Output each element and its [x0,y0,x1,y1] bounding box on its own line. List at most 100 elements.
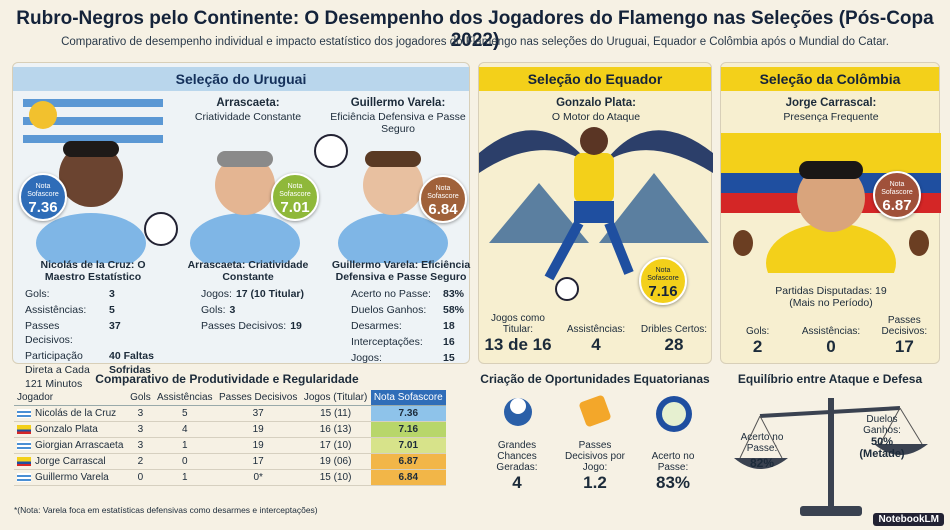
table-cell: 1 [153,437,216,454]
stat-value: 40 Faltas Sofridas [109,350,154,376]
player-caption: Nicolás de la Cruz: O Maestro Estatístic… [40,259,146,283]
table-cell: 3 [127,437,154,454]
column-header: Jogos (Titular) [300,390,371,406]
player-heading: Arrascaeta: [216,97,280,109]
table-cell: 0 [127,469,154,486]
badge-label: Nota Sofascore [27,183,59,198]
badge-label: Nota Sofascore [427,185,459,200]
stat-label: Gols: [25,288,50,300]
header-row: Jogador Gols Assistências Passes Decisivos J… [14,390,446,406]
stat-column: Assistências: 4 [557,313,635,355]
stat-column: Acerto no Passe: 83% [634,440,712,493]
table-cell: Guillermo Varela [14,469,128,486]
badge-value: 6.87 [882,197,912,214]
column-header: Nota Sofascore [370,390,446,406]
stat-label: Dribles Certos: [640,324,708,335]
stat-row: Duelos Ganhos: 58% [351,303,471,317]
panel-title: Seleção do Equador [479,67,711,91]
badge-label: Nota Sofascore [279,183,311,198]
colombia-panel: Seleção da Colômbia Jorge Carrascal: Pre… [720,62,941,364]
badge-value: 6.84 [428,201,458,218]
player-caption: Guillermo Varela: Eficiência Defensiva e… [331,259,471,283]
stat-label: Duelos Ganhos: [351,304,427,316]
stat-label: Passes Decisivos: [881,315,928,337]
stat-column: Assistências: 0 [794,315,867,357]
stat-value: 5 [109,304,115,316]
table-cell: 15 (10) [300,469,371,486]
table-cell: 0* [215,469,301,486]
stat-label: Assistências: [566,324,626,335]
balance-value: 82% [749,456,775,470]
stat-value: 4 [512,473,522,492]
stat-value: 17 (10 Titular) [235,288,305,300]
player-caption: Arrascaeta: Criatividade Constante [187,259,309,283]
table-cell: 2 [127,453,154,470]
stat-column: Passes Decisivos: 17 [868,315,941,357]
table-cell: 7.16 [370,421,446,438]
table-row: Gonzalo Plata 3 4 19 16 (13) 7.16 [14,421,446,438]
player-heading: Gonzalo Plata: [556,97,636,109]
player-heading: Guillermo Varela: [350,97,446,109]
column-header: Assistências [153,390,216,406]
player-name: Guillermo Varela [35,472,109,483]
table-cell: 6.87 [370,453,446,470]
title: Rubro-Negros pelo Continente: O Desempen… [16,8,934,51]
player-subheading: Criatividade Constante [194,111,302,123]
player-subheading: O Motor do Ataque [551,111,641,123]
flag [17,424,31,434]
player-subheading: Presença Frequente [783,111,879,123]
table-cell: Nicolás de la Cruz [14,405,128,422]
stat-value: 18 [443,320,455,332]
badge-value: 7.16 [648,283,678,300]
stat-row: Jogos: 15 [351,351,471,365]
stat-label: Desarmes: [351,320,402,332]
column-header: Jogador [14,390,128,406]
icons [504,395,692,432]
table-cell: 7.01 [370,437,446,454]
stat-value: 3 [109,288,115,300]
flag [17,440,31,450]
stat-column: Dribles Certos: 28 [635,313,713,355]
table-cell: 5 [153,405,216,422]
stat-row: Desarmes: 18 [351,319,471,333]
stat-value: 13 de 16 [484,335,552,354]
stat-value: 3 [229,304,236,316]
table-cell: 16 (13) [300,421,371,438]
stat-label: Participação Direta a Cada 121 Minutos [25,350,90,390]
panel-title: Seleção do Uruguai [13,67,469,91]
table-row: Jorge Carrascal 2 0 17 19 (06) 6.87 [14,453,446,470]
stat-row: Gols: 3 [201,303,331,317]
column-header: Passes Decisivos [215,390,301,406]
stat-list: Gols: 3 Assistências: 5 Passes Decisivos: 37 P… [25,287,170,393]
stat-label: Acerto no Passe: [351,288,431,300]
section-title: Equilíbrio entre Ataque e Defesa [737,372,923,386]
stat-value: 83% [443,288,465,300]
stat-value: 2 [752,337,763,356]
badge-label: Nota Sofascore [647,267,679,282]
illustration [479,127,713,301]
stat-label: Acerto no Passe: [651,451,695,473]
comparison-table: Jogador Gols Assistências Passes Decisivos J… [14,390,446,486]
stat-value: 28 [664,335,684,354]
stat-label: Jogos: [351,352,382,364]
player-name: Gonzalo Plata [35,424,98,435]
panel-title: Seleção da Colômbia [721,67,939,91]
player-name: Nicolás de la Cruz [35,408,117,419]
stat-label: Gols: [745,326,770,337]
table-cell: 4 [153,421,216,438]
flag [17,472,31,482]
table-cell: Giorgian Arrascaeta [14,437,128,454]
table-cell: Gonzalo Plata [14,421,128,438]
table-cell: 3 [127,405,154,422]
stat-value: 1.2 [583,473,607,492]
stat-label: Interceptações: [351,336,423,348]
table-row: Guillermo Varela 0 1 0* 15 (10) 6.84 [14,469,446,486]
badge-label: Nota Sofascore [881,181,913,196]
stat-columns: Jogos como Titular: 13 de 16 Assistências:… [479,313,713,355]
table-row: Nicolás de la Cruz 3 5 37 15 (11) 7.36 [14,405,446,422]
stat-list: Acerto no Passe: 83% Duelos Ganhos: 58% Desa… [351,287,471,367]
uruguay-panel: Seleção do Uruguai Nota Sofascore 7.36 Ar… [12,62,471,390]
flag [17,456,31,466]
badge-value: 7.36 [28,199,58,216]
